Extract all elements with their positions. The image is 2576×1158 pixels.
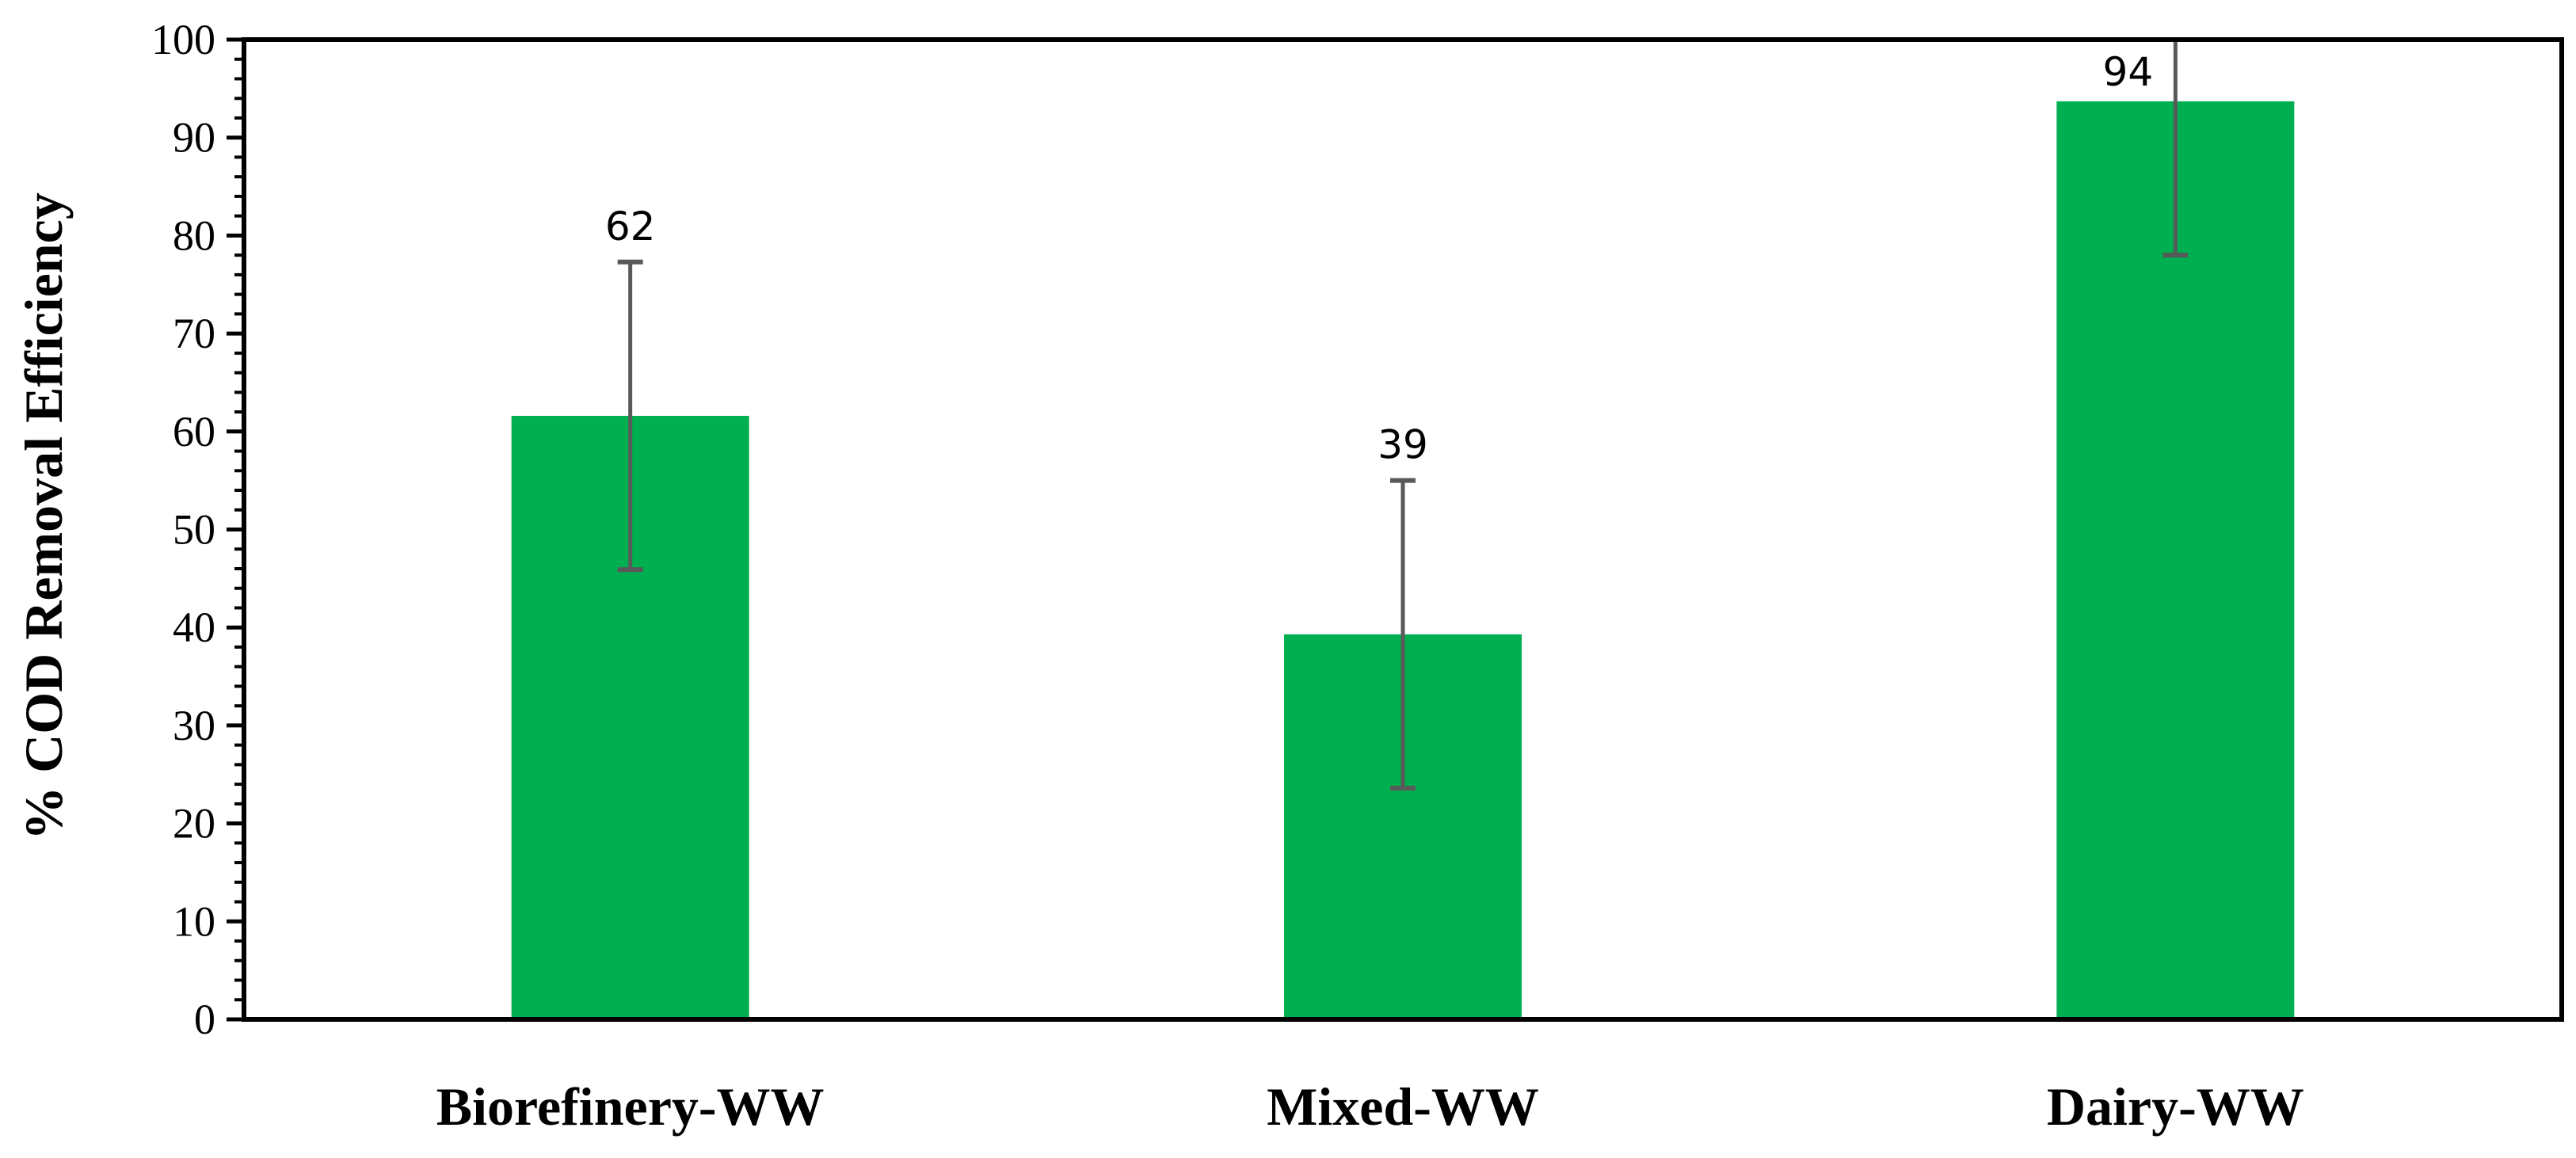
y-tick-label: 80: [173, 211, 215, 259]
x-category-label: Biorefinery-WW: [436, 1076, 825, 1137]
y-axis-title-group: % COD Removal Efficiency: [13, 192, 74, 840]
y-tick-label: 50: [173, 506, 215, 554]
y-axis-title: % COD Removal Efficiency: [13, 192, 74, 840]
x-category-label: Dairy-WW: [2047, 1076, 2304, 1137]
y-ticks-layer: 0 10 20 30 40 50 60 70 80 90 100: [151, 16, 244, 1043]
y-tick-label: 70: [173, 310, 215, 357]
x-category-label: Mixed-WW: [1267, 1076, 1539, 1137]
y-tick-label: 30: [173, 702, 215, 749]
error-bars-layer: [617, 40, 2189, 791]
data-labels-layer: 62 39 94: [605, 49, 2153, 468]
y-tick-label: 20: [173, 800, 215, 848]
data-label: 39: [1378, 422, 1428, 468]
y-tick-label: 40: [173, 604, 215, 651]
y-tick-label: 0: [194, 996, 215, 1043]
y-tick-label: 100: [151, 16, 215, 63]
x-category-labels-layer: Biorefinery-WW Mixed-WW Dairy-WW: [436, 1076, 2304, 1137]
y-tick-label: 10: [173, 897, 215, 945]
y-tick-label: 90: [173, 114, 215, 162]
data-label: 62: [605, 204, 656, 250]
y-tick-label: 60: [173, 408, 215, 455]
data-label: 94: [2103, 49, 2154, 95]
